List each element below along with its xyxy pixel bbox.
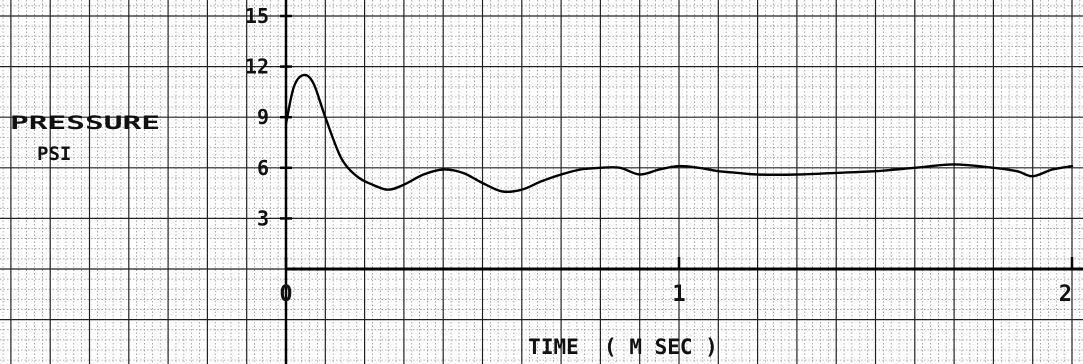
x-tick-label-2: 2 [1059, 282, 1072, 307]
axis-ticks [280, 14, 1074, 269]
y-tick-label-12: 12 [245, 55, 269, 79]
y-tick-label-3: 3 [257, 206, 269, 230]
series-line-pressure [284, 73, 1074, 194]
y-tick-label-9: 9 [257, 105, 269, 129]
y-tick-label-15: 15 [245, 4, 269, 28]
x-tick-label-1: 1 [672, 282, 685, 307]
x-tick-label-0: 0 [279, 282, 292, 307]
x-axis-label: TIME ( M SEC ) [528, 335, 718, 359]
y-axis-label-line2: PSI [37, 143, 71, 165]
y-tick-label-6: 6 [257, 156, 269, 180]
y-axis-label-line1: PRESSURE [10, 112, 160, 134]
